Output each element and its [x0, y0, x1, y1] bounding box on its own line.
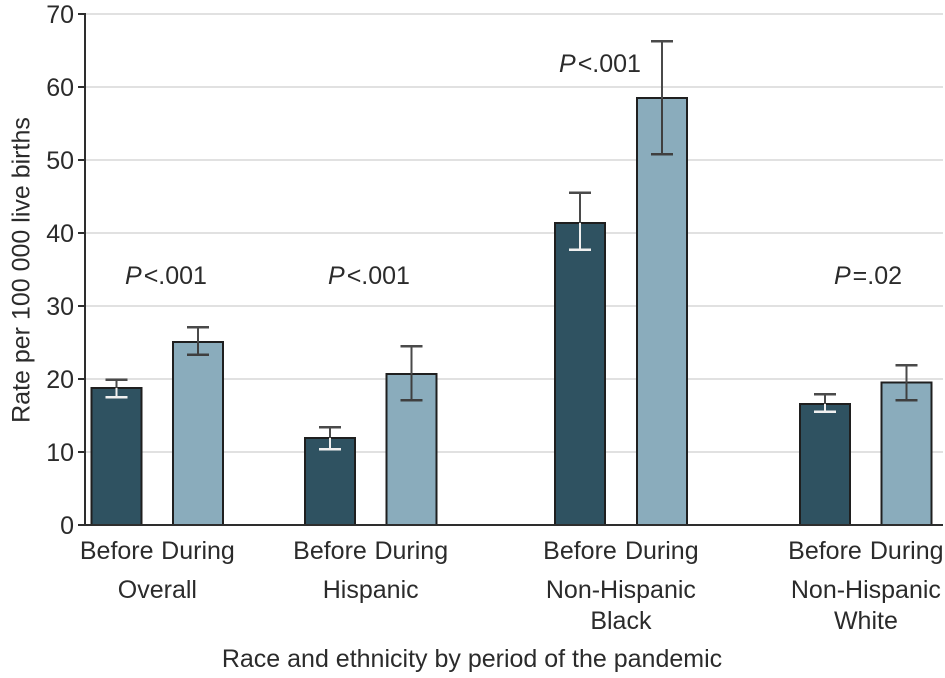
y-tick-label-20: 20	[46, 366, 74, 394]
bar-during-non-hispanic-black	[635, 96, 688, 526]
p-value-label-non-hispanic-black: P<.001	[559, 50, 641, 78]
bar-before-non-hispanic-white	[799, 402, 851, 527]
y-tick-label-50: 50	[46, 147, 74, 175]
y-tick-label-10: 10	[46, 439, 74, 467]
y-tick-label-70: 70	[46, 1, 74, 29]
series-label-before-non-hispanic-white: Before	[788, 537, 862, 565]
bar-during-non-hispanic-white	[880, 381, 933, 526]
bar-before-non-hispanic-black	[554, 221, 606, 526]
y-tick-label-0: 0	[60, 512, 74, 540]
group-label-hispanic-line1: Hispanic	[323, 576, 419, 604]
p-value-label-non-hispanic-white: P=.02	[834, 262, 902, 290]
group-label-non-hispanic-black-line2: Black	[590, 607, 652, 635]
group-label-non-hispanic-black-line1: Non-Hispanic	[546, 576, 696, 604]
bar-during-overall	[172, 340, 224, 526]
x-axis-title: Race and ethnicity by period of the pand…	[221, 645, 723, 673]
bar-before-overall	[90, 386, 143, 527]
group-label-non-hispanic-white-line2: White	[834, 607, 898, 635]
series-label-before-overall: Before	[80, 537, 154, 565]
p-value-label-overall: P<.001	[125, 262, 207, 290]
y-tick-label-40: 40	[46, 220, 74, 248]
series-label-during-overall: During	[161, 537, 235, 565]
y-tick-label-60: 60	[46, 74, 74, 102]
group-label-overall-line1: Overall	[118, 576, 197, 604]
p-value-label-hispanic: P<.001	[328, 262, 410, 290]
series-label-before-hispanic: Before	[293, 537, 367, 565]
series-label-before-non-hispanic-black: Before	[543, 537, 617, 565]
series-label-during-non-hispanic-white: During	[870, 537, 944, 565]
y-tick-label-30: 30	[46, 293, 74, 321]
series-label-during-hispanic: During	[374, 537, 448, 565]
series-label-during-non-hispanic-black: During	[625, 537, 699, 565]
group-label-non-hispanic-white-line1: Non-Hispanic	[791, 576, 941, 604]
bar-before-hispanic	[304, 437, 356, 527]
